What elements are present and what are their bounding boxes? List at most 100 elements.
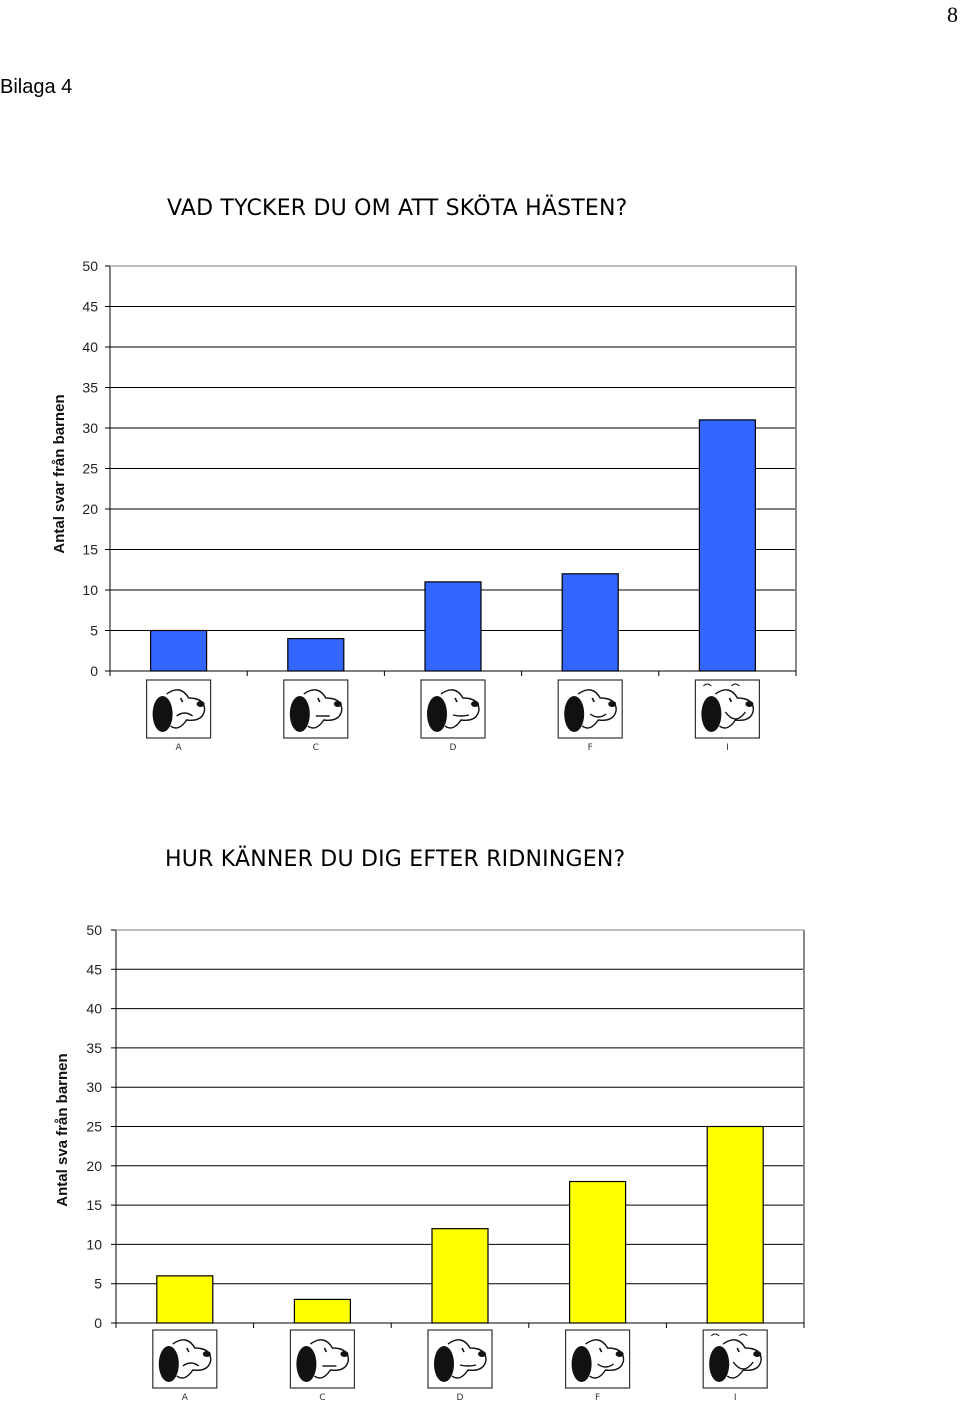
bar-F: [568, 1180, 627, 1324]
dog-head: [303, 689, 343, 729]
y-tick-label: 15: [86, 1197, 102, 1213]
chart-1: 0 5 10 15 20 25 30 35 40 45 50 A C D F I Antal svar från…: [51, 258, 797, 753]
y-axis-label: Antal sva från barnen: [54, 1053, 71, 1206]
dog-mouth: [182, 1362, 200, 1367]
y-tick-label: 35: [86, 1040, 102, 1056]
dog-ear: [427, 696, 447, 732]
happy-dog-face-icon: I: [694, 679, 761, 753]
neutral-dog-face-icon: D: [420, 679, 486, 753]
motion-mark: [710, 1333, 720, 1337]
worried-dog-face-icon: C: [289, 1329, 355, 1403]
dog-eye: [598, 1347, 603, 1353]
dog-ear: [434, 1346, 454, 1382]
category-label: C: [313, 743, 319, 753]
bar-F: [561, 573, 619, 672]
sad-dog-face-icon: A: [152, 1329, 218, 1403]
dog-head: [577, 689, 617, 729]
y-tick-label: 20: [86, 1158, 102, 1174]
dog-head: [309, 1339, 350, 1379]
dog-head: [585, 1339, 625, 1379]
dog-mouth: [589, 713, 607, 718]
dog-eye: [323, 1347, 328, 1353]
dog-head: [722, 1339, 762, 1379]
dog-nose: [340, 1351, 349, 1357]
dog-ear: [701, 696, 722, 732]
category-label: I: [734, 1393, 737, 1403]
y-tick-label: 5: [90, 623, 98, 639]
bar-C: [293, 1298, 351, 1324]
dog-eye: [454, 697, 458, 703]
category-label: C: [319, 1393, 325, 1403]
y-tick-label: 5: [94, 1276, 102, 1292]
dog-mouth: [597, 1363, 615, 1368]
dog-eye: [317, 697, 321, 703]
dog-eye: [728, 697, 733, 703]
dog-head: [447, 1339, 487, 1379]
bar-I: [706, 1125, 764, 1324]
dog-nose: [615, 1351, 624, 1357]
content-dog-face-icon: F: [564, 1329, 631, 1403]
y-tick-label: 40: [82, 339, 98, 355]
dog-ear: [571, 1346, 592, 1382]
chart-1-title: VAD TYCKER DU OM ATT SKÖTA HÄSTEN?: [167, 196, 628, 221]
dog-eye: [736, 1347, 740, 1353]
appendix-label: Bilaga 4: [0, 76, 73, 98]
dog-ear: [289, 696, 310, 732]
category-label: F: [595, 1393, 600, 1403]
worried-dog-face-icon: C: [283, 679, 349, 753]
y-tick-label: 30: [86, 1079, 102, 1095]
y-tick-label: 25: [82, 461, 98, 477]
y-tick-label: 20: [82, 501, 98, 517]
dog-eye: [186, 1347, 190, 1353]
y-tick-label: 50: [82, 258, 98, 274]
dog-eye: [461, 1347, 465, 1353]
y-tick-label: 50: [86, 922, 102, 938]
y-tick-label: 0: [90, 663, 98, 679]
y-tick-label: 10: [82, 582, 98, 598]
dog-eye: [179, 697, 184, 703]
motion-mark: [738, 1333, 748, 1337]
motion-mark: [703, 683, 712, 687]
dog-mouth: [452, 714, 470, 717]
bar-A: [156, 1275, 214, 1324]
category-label: F: [588, 743, 593, 753]
page-number: 8: [947, 2, 958, 27]
y-tick-label: 40: [86, 1001, 102, 1017]
category-label: I: [726, 743, 729, 753]
dog-mouth: [732, 1361, 754, 1370]
dog-mouth: [459, 1364, 477, 1367]
dog-nose: [333, 701, 342, 707]
y-tick-label: 35: [82, 380, 98, 396]
dog-head: [440, 689, 480, 729]
bar-D: [431, 1228, 489, 1324]
dog-head: [714, 689, 755, 729]
dog-head: [166, 689, 206, 729]
dog-ear: [158, 1346, 179, 1382]
y-tick-label: 10: [86, 1236, 102, 1252]
y-tick-label: 30: [82, 420, 98, 436]
y-axis-label: Antal svar från barnen: [51, 394, 68, 553]
y-tick-label: 0: [94, 1315, 102, 1331]
dog-nose: [202, 1351, 211, 1357]
category-label: D: [450, 743, 457, 753]
chart-2-title: HUR KÄNNER DU DIG EFTER RIDNINGEN?: [165, 847, 626, 872]
y-tick-label: 45: [86, 961, 102, 977]
bar-D: [424, 581, 482, 672]
category-label: A: [176, 743, 183, 753]
dog-eye: [591, 697, 595, 703]
dog-nose: [608, 701, 617, 707]
bar-C: [287, 637, 345, 672]
dog-nose: [196, 701, 205, 707]
dog-nose: [745, 701, 754, 707]
y-tick-label: 15: [82, 542, 98, 558]
dog-ear: [296, 1346, 317, 1382]
dog-nose: [471, 701, 479, 707]
dog-ear: [152, 696, 173, 732]
category-label: D: [457, 1393, 464, 1403]
y-tick-label: 25: [86, 1119, 102, 1135]
dog-nose: [478, 1351, 486, 1357]
content-dog-face-icon: F: [557, 679, 623, 753]
motion-mark: [731, 683, 740, 687]
y-tick-label: 45: [82, 299, 98, 315]
